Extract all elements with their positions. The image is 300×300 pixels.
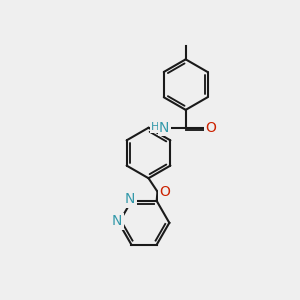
Text: N: N bbox=[112, 214, 122, 228]
Text: N: N bbox=[159, 121, 169, 135]
Text: N: N bbox=[125, 193, 135, 206]
Text: O: O bbox=[159, 185, 170, 199]
Text: H: H bbox=[151, 122, 160, 132]
Text: O: O bbox=[205, 121, 216, 135]
